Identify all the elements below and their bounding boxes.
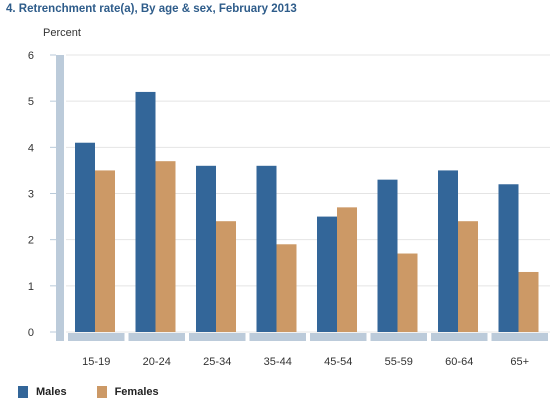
x-tick-label: 25-34	[203, 356, 231, 368]
bar-males-60-64	[438, 170, 458, 332]
bar-males-65+	[498, 184, 519, 332]
bar-females-15-19	[95, 170, 115, 332]
chart-title: 4. Retrenchment rate(a), By age & sex, F…	[6, 3, 297, 15]
y-tick-label: 0	[28, 327, 34, 339]
x-tick-label: 55-59	[385, 356, 413, 368]
x-axis-segment	[249, 333, 306, 341]
legend-item-females: Females	[96, 386, 159, 398]
bar-males-15-19	[75, 142, 95, 332]
y-tick-label: 1	[28, 281, 34, 293]
x-tick-label: 15-19	[82, 356, 110, 368]
bar-males-20-24	[135, 91, 156, 332]
bar-males-55-59	[377, 179, 398, 332]
y-axis-label: Percent	[43, 27, 81, 39]
x-tick-label: 65+	[510, 356, 529, 368]
bar-females-35-44	[276, 244, 297, 332]
legend-label-males: Males	[36, 386, 67, 398]
y-tick-label: 2	[28, 235, 34, 247]
y-tick-label: 6	[28, 50, 34, 62]
legend-swatch-males	[18, 386, 28, 398]
bar-females-45-54	[337, 207, 357, 332]
y-tick-label: 5	[28, 96, 34, 108]
bar-females-65+	[518, 271, 539, 332]
x-tick-label: 20-24	[143, 356, 171, 368]
x-axis-segment	[431, 333, 488, 341]
bar-females-25-34	[216, 221, 236, 332]
x-axis-segment	[68, 333, 125, 341]
x-tick-label: 45-54	[324, 356, 352, 368]
x-axis-segment	[128, 333, 185, 341]
x-axis-segment	[310, 333, 367, 341]
y-axis-line	[56, 55, 64, 341]
bar-females-55-59	[397, 253, 418, 332]
legend-swatch-females	[96, 386, 107, 398]
legend-item-males: Males	[18, 386, 67, 398]
legend: Males Females	[18, 384, 189, 400]
bar-males-45-54	[317, 216, 337, 332]
bar-females-60-64	[458, 221, 478, 332]
y-tick-label: 3	[28, 189, 34, 201]
y-tick-label: 4	[28, 142, 34, 154]
bar-females-20-24	[155, 161, 176, 332]
bar-males-25-34	[196, 165, 216, 332]
x-tick-label: 60-64	[445, 356, 473, 368]
x-axis-segment	[491, 333, 548, 341]
x-tick-label: 35-44	[264, 356, 292, 368]
legend-label-females: Females	[114, 386, 159, 398]
x-axis-segment	[370, 333, 427, 341]
bar-males-35-44	[256, 165, 277, 332]
x-axis-segment	[189, 333, 246, 341]
